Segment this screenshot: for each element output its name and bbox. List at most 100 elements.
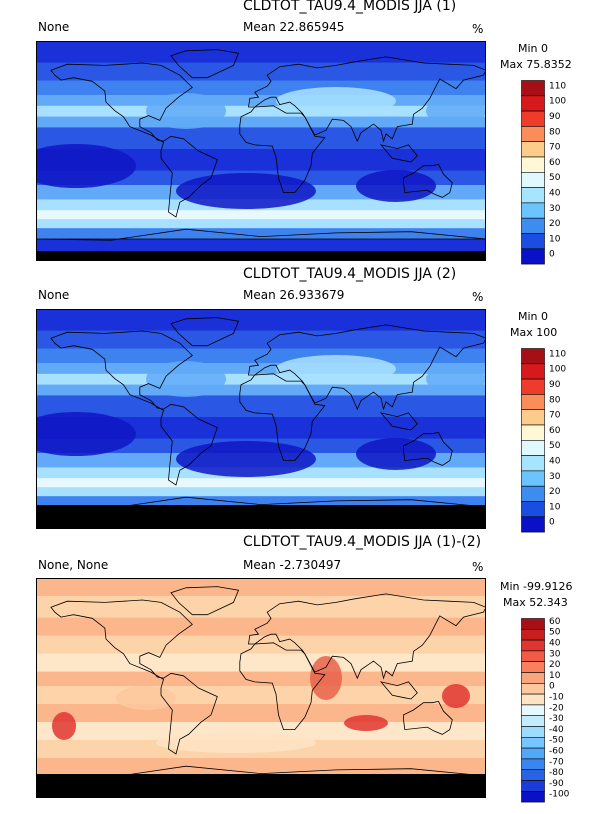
colorbar-swatch [521,639,545,652]
colorbar: 110 100 90 80 70 60 50 40 30 20 10 0 [521,80,566,276]
coast-indonesia [379,681,418,700]
coast-indonesia [379,412,418,431]
colorbar-swatch [521,363,545,380]
colorbar-tick-label: -20 [549,703,564,713]
field-feature [276,355,396,383]
colorbar-tick-label: 20 [549,660,561,670]
missing-data-mask [36,251,486,261]
colorbar-tick-label: 40 [549,457,561,467]
colorbar-swatch [521,217,545,234]
colorbar-swatch [521,233,545,250]
map-frame [36,578,486,798]
field-band [36,417,486,440]
colorbar-swatch [521,672,545,684]
field-feature [36,412,136,456]
map-field [36,578,486,798]
coast-australia [403,163,453,198]
field-band [36,330,486,350]
world-map [36,309,486,529]
colorbar-swatch [521,661,545,673]
field-band [36,62,486,82]
field-feature [426,365,486,393]
field-band [36,478,486,489]
field-band [36,487,486,498]
colorbar-tick-label: 70 [549,143,561,153]
colorbar-swatch [521,747,545,760]
colorbar-swatch [521,439,545,456]
panel-mean-label: Mean 22.865945 [243,20,345,34]
field-band [36,496,486,508]
panel-mean-label: Mean -2.730497 [243,558,342,572]
colorbar-swatch [521,378,545,395]
colorbar-swatch [521,126,545,142]
panel-title: CLDTOT_TAU9.4_MODIS JJA (1) [243,0,457,14]
coast-eurasia [248,593,486,680]
colorbar-tick-label: 10 [549,234,561,244]
colorbar-tick-label: 30 [549,204,561,214]
field-band [36,41,486,64]
panel-mean-label: Mean 26.933679 [243,288,345,302]
field-band [36,210,486,221]
colorbar-tick-label: 80 [549,395,561,405]
field-feature [356,438,436,470]
colorbar-tick-label: 70 [549,411,561,421]
field-feature [116,686,176,710]
panel-min-label: Min 0 [518,310,549,323]
panel-max-label: Max 100 [510,326,558,339]
colorbar-swatch [521,693,545,706]
field-band [36,395,486,418]
colorbar-swatch [521,758,545,770]
colorbar-tick-label: 20 [549,219,561,229]
colorbar-svg: 6050403020100-10-20-30-40-50-60-70-80-90… [521,617,570,803]
colorbar-tick-label: 90 [549,112,561,122]
panel-left-label: None, None [38,558,109,572]
colorbar-swatch [521,715,545,727]
field-band [36,309,486,332]
coast-greenland [170,586,240,616]
colorbar-tick-label: 50 [549,628,561,638]
colorbar-tick-label: -10 [549,693,564,703]
field-feature [146,93,226,129]
panel-min-label: Min 0 [518,42,549,55]
panel-title: CLDTOT_TAU9.4_MODIS JJA (2) [243,266,457,282]
panel-max-label: Max 75.8352 [500,58,572,71]
coast-eurasia [248,56,486,143]
colorbar-swatch [521,516,545,533]
colorbar-swatch [521,95,545,112]
colorbar-swatch [521,141,545,158]
colorbar-swatch [521,769,545,781]
field-feature [176,441,316,477]
colorbar-swatch [521,790,545,803]
colorbar-tick-label: -40 [549,725,564,735]
coast-antarctica [36,228,486,241]
colorbar-tick-label: -100 [549,790,570,800]
colorbar-tick-label: 50 [549,173,561,183]
panel-units-label: % [472,22,484,36]
colorbar-tick-label: 50 [549,441,561,451]
colorbar-swatch [521,394,545,410]
coast-america [50,330,218,486]
colorbar-tick-label: 40 [549,189,561,199]
colorbar-tick-label: -80 [549,768,564,778]
field-feature [176,173,316,209]
field-band [36,116,486,129]
field-feature [156,733,316,753]
colorbar-tick-label: 80 [549,127,561,137]
world-map [36,41,486,261]
field-band [36,635,486,655]
colorbar-swatch [521,455,545,472]
missing-data-mask [36,774,486,798]
colorbar-swatch [521,780,545,792]
map-field [36,309,486,529]
colorbar-swatch [521,248,545,265]
field-feature [146,361,226,397]
colorbar-swatch [521,110,545,127]
coast-indonesia [379,144,418,163]
field-band [36,95,486,107]
coast-africa [239,642,326,731]
coast-america [50,62,218,218]
field-band [36,105,486,118]
panel-units-label: % [472,560,484,574]
